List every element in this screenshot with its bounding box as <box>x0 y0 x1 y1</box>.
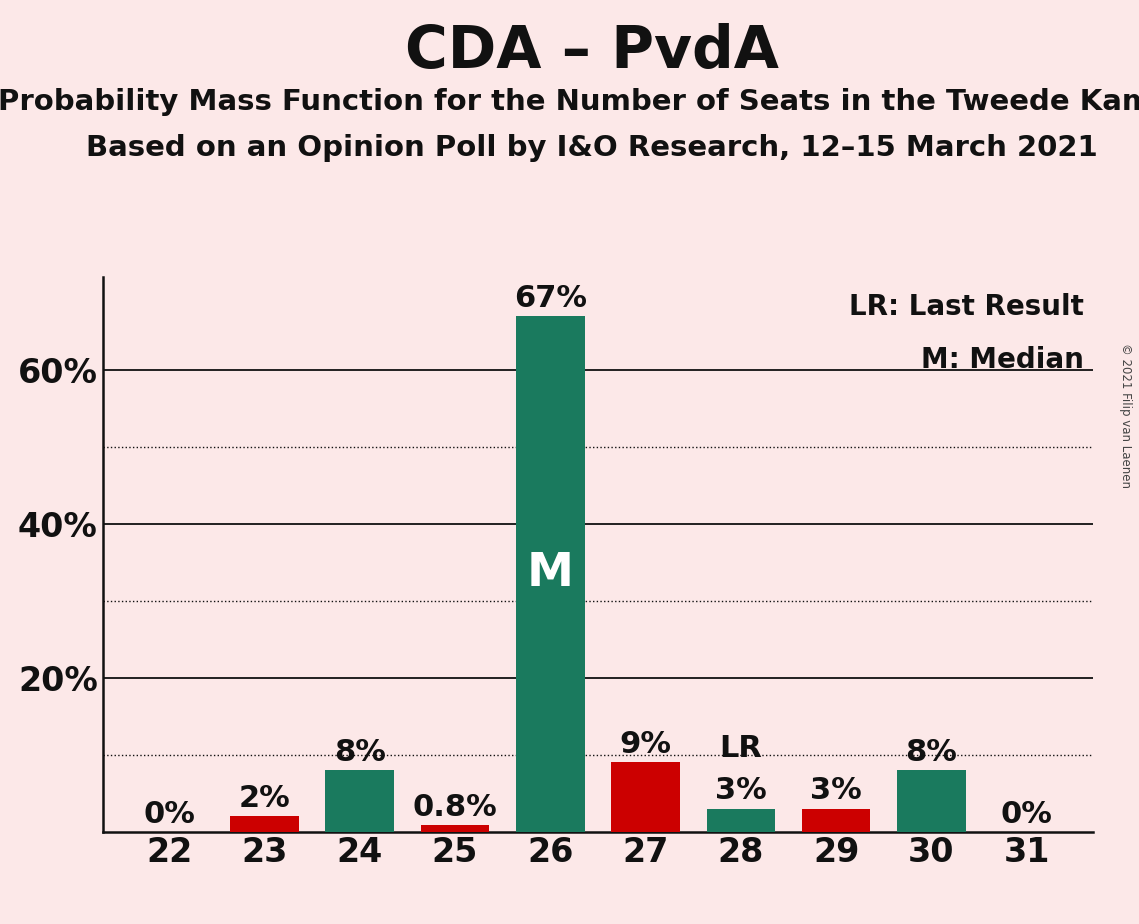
Text: © 2021 Filip van Laenen: © 2021 Filip van Laenen <box>1118 344 1132 488</box>
Bar <box>326 770 394 832</box>
Bar <box>420 825 490 832</box>
Bar <box>516 316 584 832</box>
Text: 8%: 8% <box>334 738 386 767</box>
Text: 8%: 8% <box>906 738 958 767</box>
Text: 0%: 0% <box>144 799 195 829</box>
Text: M: Median: M: Median <box>921 346 1084 374</box>
Text: Based on an Opinion Poll by I&O Research, 12–15 March 2021: Based on an Opinion Poll by I&O Research… <box>87 134 1098 162</box>
Bar <box>706 808 776 832</box>
Text: 0%: 0% <box>1001 799 1052 829</box>
Bar <box>898 770 966 832</box>
Bar <box>612 762 680 832</box>
Bar <box>802 808 870 832</box>
Text: Probability Mass Function for the Number of Seats in the Tweede Kamer: Probability Mass Function for the Number… <box>0 88 1139 116</box>
Text: LR: Last Result: LR: Last Result <box>849 293 1084 321</box>
Text: LR: LR <box>720 734 762 763</box>
Text: 3%: 3% <box>715 776 767 806</box>
Text: 67%: 67% <box>514 284 587 312</box>
Text: 3%: 3% <box>810 776 862 806</box>
Text: 0.8%: 0.8% <box>412 794 498 822</box>
Text: 9%: 9% <box>620 730 672 760</box>
Text: 2%: 2% <box>238 784 290 813</box>
Bar <box>230 816 298 832</box>
Text: M: M <box>527 551 574 596</box>
Text: CDA – PvdA: CDA – PvdA <box>405 23 779 80</box>
